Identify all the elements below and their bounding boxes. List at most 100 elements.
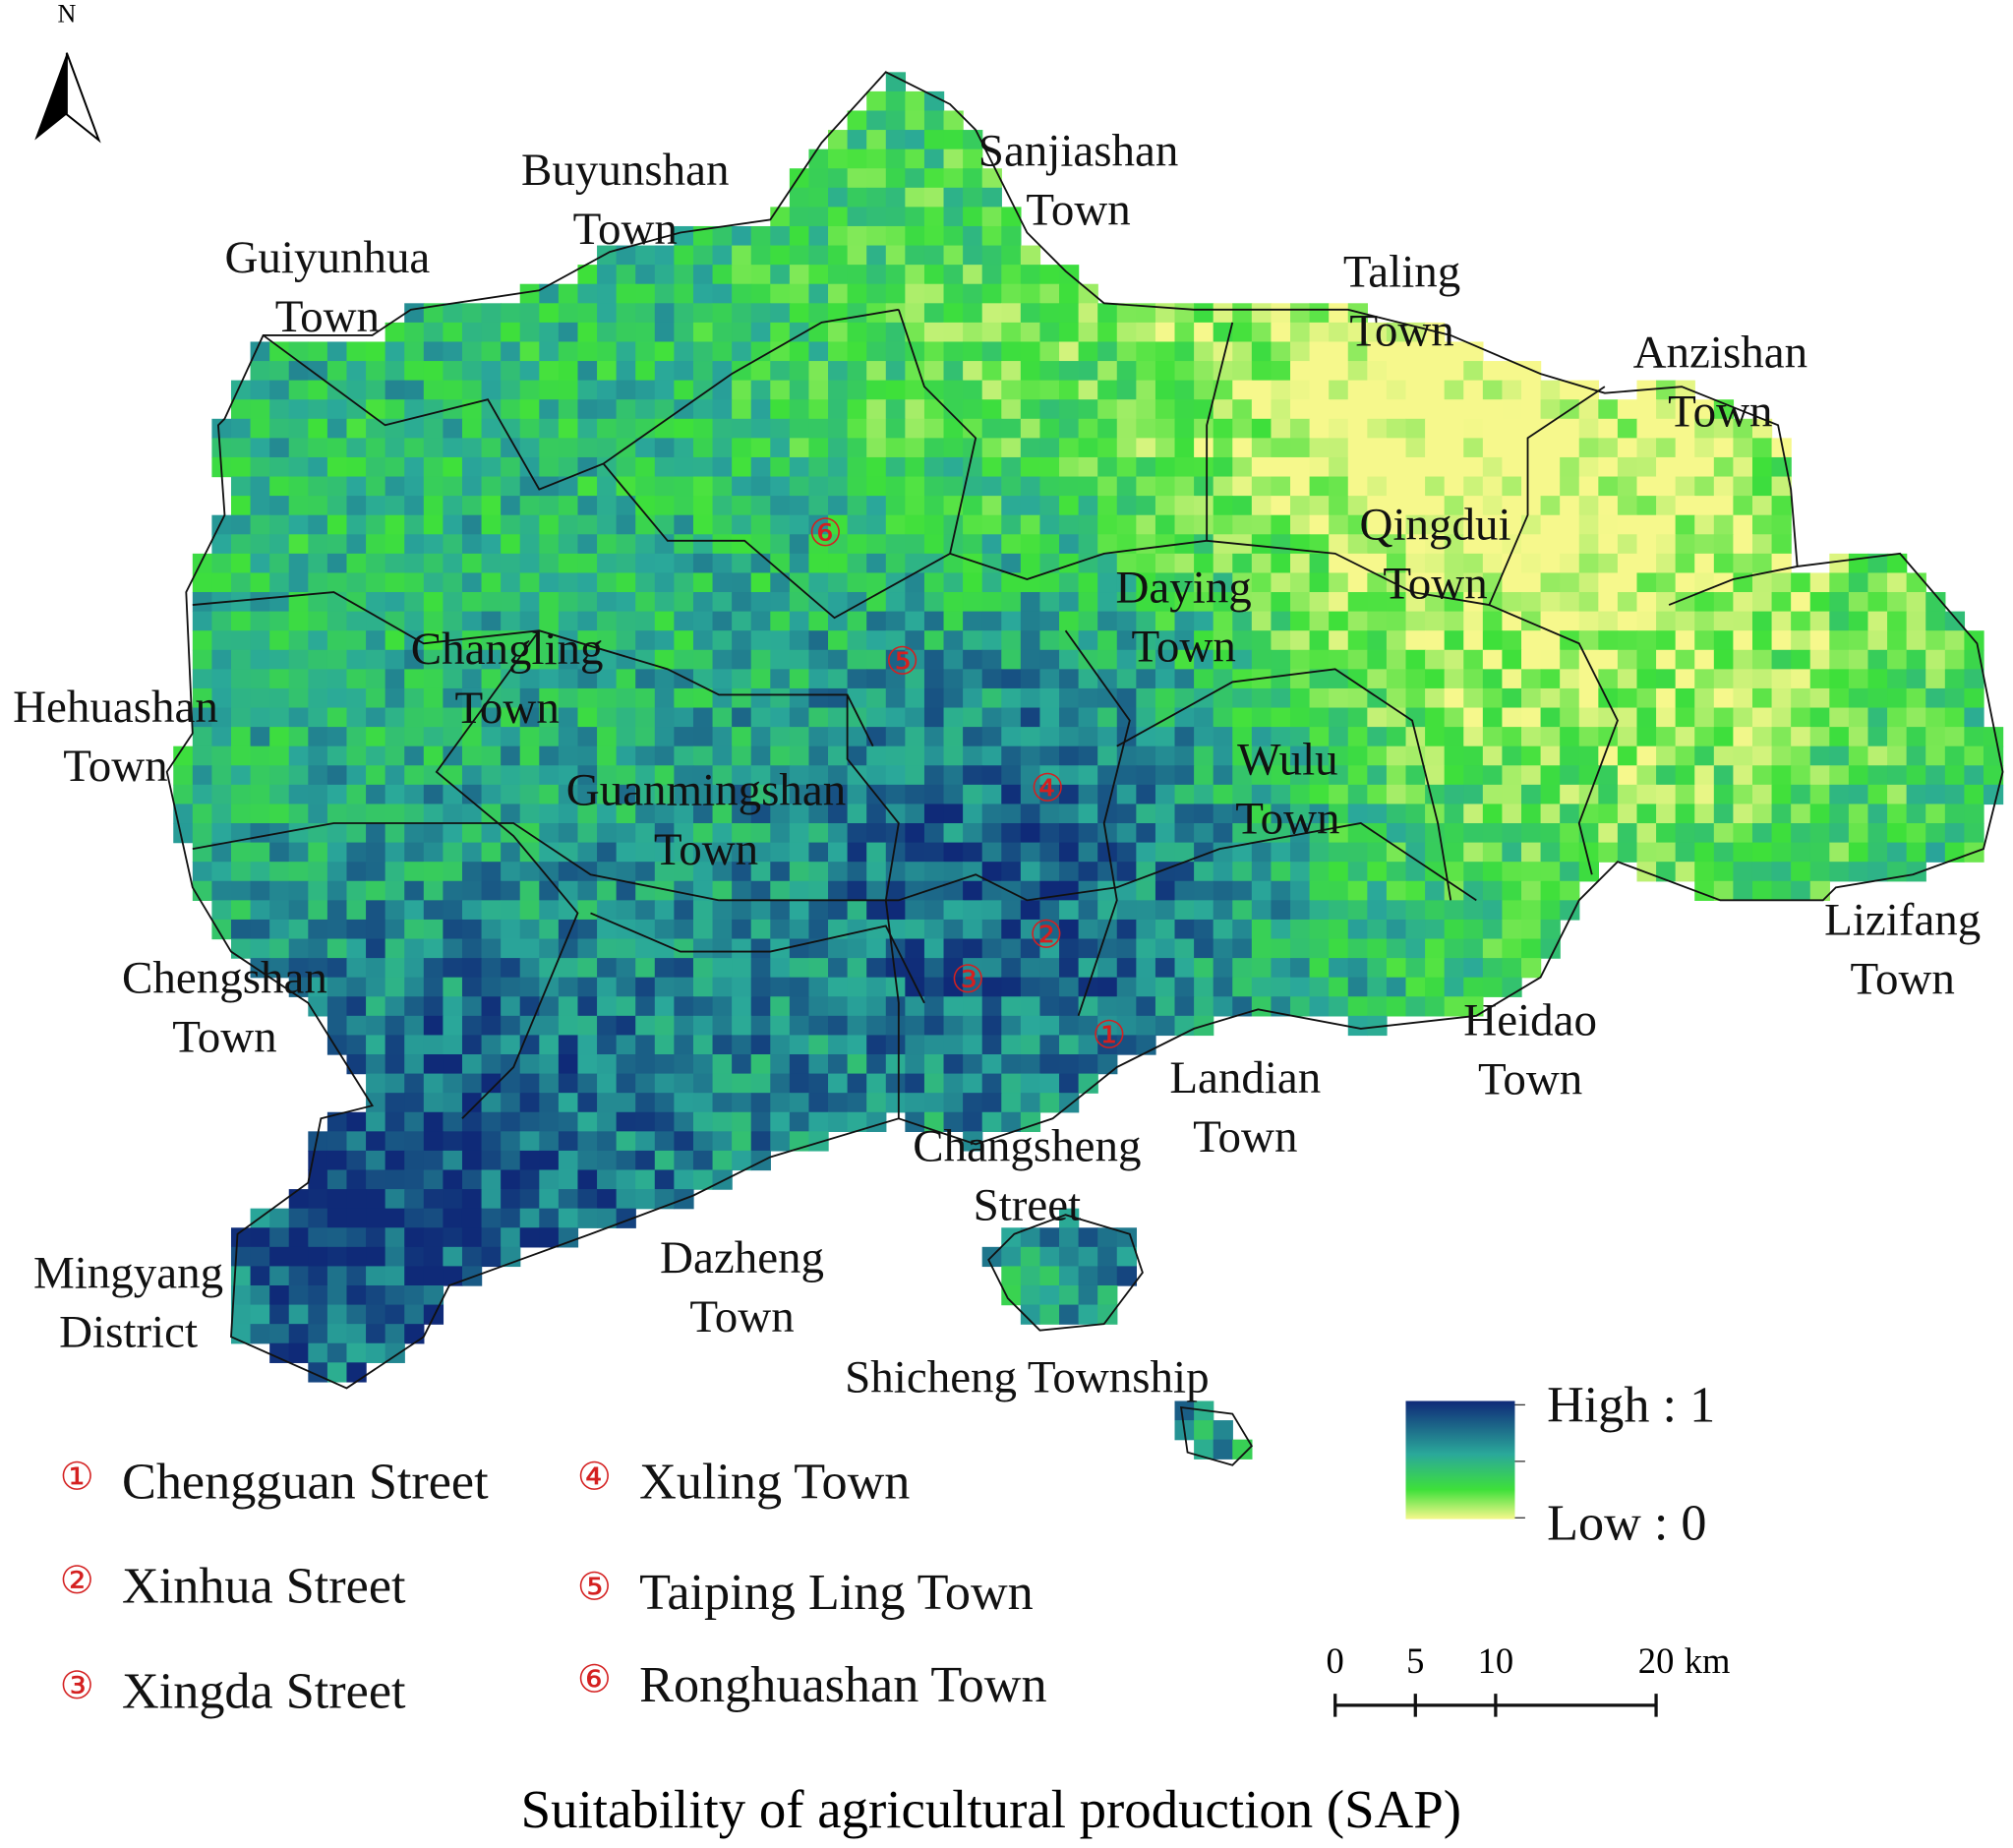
raster-cell: [539, 361, 560, 382]
raster-cell: [326, 399, 348, 420]
raster-cell: [558, 958, 579, 979]
raster-cell: [192, 804, 213, 824]
raster-cell: [173, 804, 194, 824]
raster-cell: [1867, 611, 1888, 631]
raster-cell: [1078, 572, 1098, 593]
raster-cell: [288, 1284, 309, 1306]
raster-cell: [828, 745, 849, 766]
raster-cell: [385, 341, 405, 362]
raster-cell: [750, 977, 771, 997]
raster-cell: [1309, 938, 1330, 959]
raster-cell: [1540, 727, 1561, 747]
raster-cell: [1444, 553, 1464, 574]
raster-cell: [1116, 553, 1138, 574]
raster-cell: [326, 919, 348, 940]
raster-cell: [732, 418, 752, 440]
raster-cell: [385, 823, 405, 844]
raster-cell: [1251, 572, 1273, 593]
raster-cell: [808, 456, 829, 478]
raster-cell: [1347, 707, 1368, 728]
raster-cell: [692, 592, 714, 613]
raster-cell: [1502, 592, 1522, 613]
raster-cell: [1656, 553, 1677, 574]
raster-cell: [230, 534, 252, 555]
raster-cell: [1502, 630, 1522, 651]
raster-cell: [885, 765, 907, 786]
raster-cell: [461, 900, 483, 921]
raster-cell: [1751, 707, 1773, 728]
raster-cell: [1675, 399, 1695, 420]
raster-cell: [1309, 765, 1330, 786]
raster-cell: [558, 361, 579, 382]
raster-cell: [423, 804, 444, 824]
raster-cell: [847, 784, 867, 805]
raster-cell: [616, 938, 636, 959]
raster-cell: [923, 649, 945, 671]
raster-cell: [847, 611, 867, 631]
raster-cell: [269, 958, 290, 979]
raster-cell: [1194, 707, 1214, 728]
raster-cell: [1116, 958, 1138, 979]
raster-cell: [1656, 418, 1677, 440]
raster-cell: [1309, 592, 1330, 613]
raster-cell: [943, 745, 964, 766]
raster-cell: [1174, 996, 1195, 1017]
raster-cell: [616, 862, 636, 882]
raster-cell: [539, 456, 560, 478]
raster-cell: [539, 1054, 560, 1075]
raster-cell: [597, 399, 618, 420]
raster-cell: [423, 1054, 444, 1075]
raster-cell: [230, 745, 252, 766]
raster-cell: [404, 322, 425, 343]
raster-cell: [1463, 784, 1484, 805]
raster-cell: [1155, 380, 1176, 400]
raster-cell: [981, 265, 1002, 285]
raster-cell: [558, 341, 579, 362]
raster-cell: [1194, 823, 1214, 844]
raster-cell: [1213, 630, 1233, 651]
raster-cell: [789, 727, 810, 747]
raster-cell: [1751, 476, 1773, 497]
raster-cell: [808, 765, 829, 786]
raster-cell: [366, 1246, 386, 1268]
raster-cell: [770, 572, 791, 593]
raster-cell: [1560, 823, 1580, 844]
raster-cell: [1617, 399, 1638, 420]
raster-cell: [539, 553, 560, 574]
raster-cell: [211, 649, 232, 671]
raster-cell: [923, 1035, 945, 1055]
raster-cell: [981, 592, 1002, 613]
raster-cell: [1155, 361, 1176, 382]
raster-cell: [1232, 958, 1253, 979]
raster-cell: [616, 630, 636, 651]
raster-cell: [1694, 496, 1715, 516]
boundary: [1489, 604, 1619, 875]
raster-cell: [346, 977, 367, 997]
raster-cell: [404, 1073, 425, 1094]
raster-cell: [789, 456, 810, 478]
raster-cell: [789, 804, 810, 824]
raster-cell: [346, 341, 367, 362]
raster-cell: [616, 399, 636, 420]
raster-cell: [923, 149, 945, 169]
raster-cell: [1560, 669, 1580, 689]
raster-cell: [1848, 804, 1869, 824]
raster-cell: [1078, 1054, 1098, 1075]
raster-cell: [1578, 592, 1599, 613]
raster-cell: [1425, 996, 1446, 1017]
raster-cell: [1867, 842, 1888, 863]
raster-cell: [230, 842, 252, 863]
raster-cell: [943, 553, 964, 574]
raster-cell: [577, 958, 598, 979]
raster-cell: [1078, 553, 1098, 574]
raster-cell: [885, 880, 907, 902]
raster-cell: [211, 842, 232, 863]
raster-cell: [692, 418, 714, 440]
raster-cell: [635, 745, 656, 766]
raster-cell: [1059, 1208, 1080, 1228]
raster-cell: [1097, 456, 1118, 478]
raster-cell: [828, 958, 849, 979]
raster-cell: [1347, 456, 1368, 478]
raster-cell: [1020, 572, 1041, 593]
raster-cell: [712, 592, 733, 613]
